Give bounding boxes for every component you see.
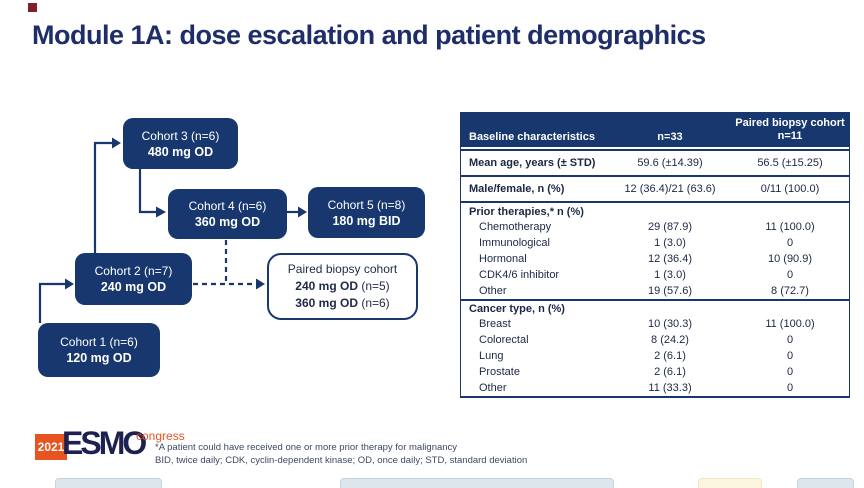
cohort-1-box: Cohort 1 (n=6) 120 mg OD — [38, 323, 160, 377]
cohort-1-dose: 120 mg OD — [66, 351, 132, 365]
paired-biopsy-title: Paired biopsy cohort — [287, 262, 398, 276]
header-paired-biopsy-line1: Paired biopsy cohort — [735, 117, 845, 129]
header-paired-biopsy: Paired biopsy cohort n=11 — [729, 117, 851, 143]
header-paired-biopsy-line2: n=11 — [777, 130, 803, 142]
header-baseline-characteristics: Baseline characteristics — [469, 131, 595, 143]
table-row: CDK4/6 inhibitor 1 (3.0) 0 — [479, 268, 794, 281]
table-row: Other 11 (33.3) 0 — [479, 382, 794, 394]
table-row: Mean age, years (± STD) 59.6 (±14.39) 56… — [461, 149, 849, 175]
dose-escalation-flowchart: Cohort 3 (n=6) 480 mg OD Cohort 4 (n=6) … — [0, 0, 460, 420]
table-header-row: Baseline characteristics n=33 Paired bio… — [461, 113, 849, 149]
table-row: Lung 2 (6.1) 0 — [479, 350, 794, 362]
cohort-4-box: Cohort 4 (n=6) 360 mg OD — [168, 189, 287, 239]
cohort-5-label: Cohort 5 (n=8) — [327, 197, 406, 212]
esmo-logo-wordmark: ESMO — [62, 425, 147, 461]
bottom-ui-fragment[interactable] — [340, 478, 614, 488]
table-section-row: Cancer type, n (%) — [461, 298, 849, 317]
esmo-logo-congress: congress — [136, 429, 185, 443]
cohort-2-dose: 240 mg OD — [100, 280, 167, 294]
table-row: Prostate 2 (6.1) 0 — [479, 366, 794, 378]
cohort-4-label: Cohort 4 (n=6) — [188, 199, 267, 213]
table-row: Immunological 1 (3.0) 0 — [479, 236, 794, 249]
cohort-2-label: Cohort 2 (n=7) — [94, 264, 173, 278]
table-row: Other 19 (57.6) 8 (72.7) — [479, 284, 809, 297]
esmo-logo-year: 2021 — [35, 434, 67, 460]
table-row: Colorectal 8 (24.2) 0 — [479, 334, 794, 346]
cohort-5-dose: 180 mg BID — [332, 213, 401, 228]
cohort-5-box: Cohort 5 (n=8) 180 mg BID — [308, 187, 425, 238]
baseline-characteristics-table: Baseline characteristics n=33 Paired bio… — [460, 112, 850, 398]
paired-biopsy-line-360: 360 mg OD (n=6) — [295, 296, 390, 310]
footnote-line-1: *A patient could have received one or mo… — [155, 442, 458, 453]
slide-corner-mark — [28, 3, 37, 12]
paired-biopsy-cohort-box: Paired biopsy cohort 240 mg OD (n=5) 360… — [267, 253, 418, 320]
slide-title: Module 1A: dose escalation and patient d… — [32, 20, 706, 50]
cohort-1-label: Cohort 1 (n=6) — [60, 335, 138, 349]
cohort-2-box: Cohort 2 (n=7) 240 mg OD — [75, 253, 192, 305]
flowchart-arrows — [38, 137, 307, 323]
cohort-3-dose: 480 mg OD — [147, 144, 214, 159]
table-row: Male/female, n (%) 12 (36.4)/21 (63.6) 0… — [461, 175, 849, 201]
esmo-congress-logo: 2021 ESMO congress — [35, 425, 185, 466]
footnote-line-2: BID, twice daily; CDK, cyclin-dependent … — [155, 455, 528, 466]
bottom-ui-fragment[interactable] — [55, 478, 162, 488]
table-section-row: Prior therapies,* n (%) — [461, 201, 849, 219]
cohort-3-label: Cohort 3 (n=6) — [141, 128, 220, 143]
table-row: Hormonal 12 (36.4) 10 (90.9) — [479, 252, 813, 265]
slide-footnotes: *A patient could have received one or mo… — [155, 441, 527, 467]
bottom-ui-fragment[interactable] — [797, 478, 854, 488]
cohort-3-box: Cohort 3 (n=6) 480 mg OD — [123, 118, 238, 169]
table-row: Breast 10 (30.3) 11 (100.0) — [479, 318, 815, 330]
table-row: Chemotherapy 29 (87.9) 11 (100.0) — [479, 220, 815, 233]
paired-biopsy-line-240: 240 mg OD (n=5) — [295, 279, 390, 293]
bottom-ui-fragment[interactable] — [698, 478, 762, 488]
header-n33: n=33 — [657, 131, 683, 143]
cohort-4-dose: 360 mg OD — [194, 215, 261, 229]
